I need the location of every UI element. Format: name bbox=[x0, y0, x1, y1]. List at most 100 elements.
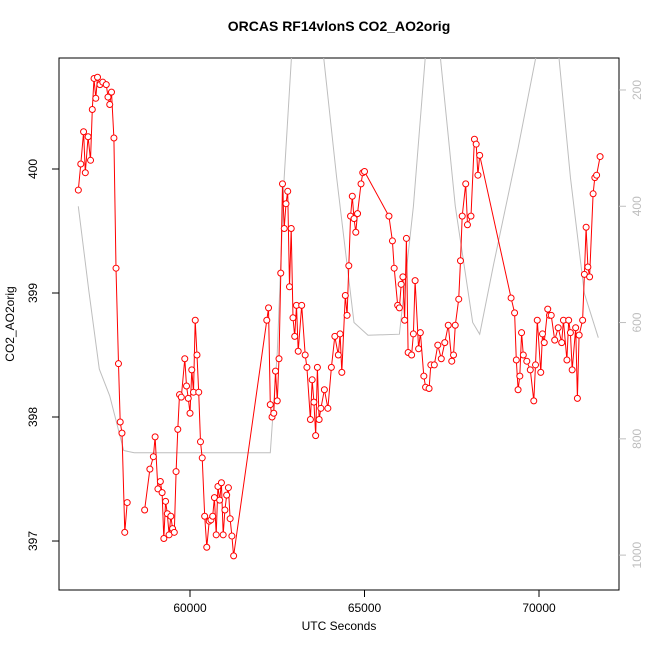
data-point bbox=[530, 397, 538, 405]
x-tick-label: 65000 bbox=[348, 601, 382, 615]
data-point bbox=[266, 401, 274, 409]
data-point bbox=[312, 432, 320, 440]
data-point bbox=[425, 384, 433, 392]
data-point bbox=[512, 356, 520, 364]
data-point bbox=[544, 305, 552, 313]
data-point bbox=[273, 397, 281, 405]
data-point bbox=[411, 277, 419, 285]
data-point bbox=[402, 234, 410, 242]
data-point bbox=[575, 331, 583, 339]
data-point bbox=[416, 329, 424, 337]
data-point bbox=[106, 101, 114, 109]
data-point bbox=[395, 304, 403, 312]
data-point bbox=[228, 532, 236, 540]
data-point bbox=[151, 433, 159, 441]
x-axis-label: UTC Seconds bbox=[302, 619, 377, 633]
data-point bbox=[230, 552, 238, 560]
data-point bbox=[201, 512, 209, 520]
data-point bbox=[420, 372, 428, 380]
data-point bbox=[385, 212, 393, 220]
data-point bbox=[74, 186, 82, 194]
data-point bbox=[118, 429, 126, 437]
data-point bbox=[141, 506, 149, 514]
data-point bbox=[212, 531, 220, 539]
y2-tick-label: 800 bbox=[630, 428, 644, 448]
data-point bbox=[593, 171, 601, 179]
data-point bbox=[388, 237, 396, 245]
data-point bbox=[112, 264, 120, 272]
y-tick-label: 397 bbox=[26, 531, 40, 551]
plot-frame bbox=[58, 57, 620, 591]
data-point bbox=[572, 324, 580, 332]
data-point bbox=[270, 409, 278, 417]
data-point bbox=[352, 228, 360, 236]
series-line bbox=[77, 77, 601, 556]
data-point bbox=[285, 283, 293, 291]
data-point bbox=[450, 351, 458, 359]
data-point bbox=[526, 366, 534, 374]
data-point bbox=[516, 372, 524, 380]
data-point bbox=[532, 361, 540, 369]
data-point bbox=[547, 311, 555, 319]
y-tick-label: 398 bbox=[26, 407, 40, 427]
plot-area bbox=[74, 58, 604, 560]
data-point bbox=[149, 453, 157, 461]
data-point bbox=[81, 169, 89, 177]
x-tick-label: 70000 bbox=[522, 601, 556, 615]
data-point bbox=[582, 223, 590, 231]
data-point bbox=[467, 212, 475, 220]
data-point bbox=[275, 355, 283, 363]
data-point bbox=[291, 332, 299, 340]
y2-tick-label: 600 bbox=[630, 312, 644, 332]
data-point bbox=[538, 330, 546, 338]
data-point bbox=[303, 363, 311, 371]
data-point bbox=[320, 386, 328, 394]
data-point bbox=[324, 404, 332, 412]
data-point bbox=[434, 341, 442, 349]
data-point bbox=[596, 153, 604, 161]
data-point bbox=[263, 316, 271, 324]
data-point bbox=[565, 316, 573, 324]
data-point bbox=[586, 273, 594, 281]
data-point bbox=[441, 339, 449, 347]
data-point bbox=[94, 73, 102, 81]
data-point bbox=[284, 187, 292, 195]
y-axis-label: CO2_AO2orig bbox=[3, 286, 17, 361]
data-point bbox=[198, 454, 206, 462]
data-point bbox=[289, 314, 297, 322]
data-point bbox=[566, 329, 574, 337]
data-point bbox=[158, 489, 166, 497]
data-point bbox=[430, 361, 438, 369]
data-point bbox=[183, 382, 191, 390]
data-point bbox=[114, 360, 122, 368]
data-point bbox=[162, 497, 170, 505]
data-point bbox=[476, 151, 484, 159]
data-point bbox=[415, 345, 423, 353]
data-point bbox=[277, 269, 285, 277]
data-point bbox=[146, 465, 154, 473]
data-point bbox=[350, 215, 358, 223]
y2-tick-label: 200 bbox=[630, 80, 644, 100]
data-point bbox=[92, 94, 100, 102]
data-point bbox=[397, 280, 405, 288]
data-point bbox=[104, 93, 112, 101]
y2-tick-label: 1000 bbox=[630, 541, 644, 568]
y-tick-label: 399 bbox=[26, 283, 40, 303]
data-point bbox=[474, 171, 482, 179]
data-point bbox=[523, 357, 531, 365]
data-point bbox=[306, 415, 314, 423]
data-point bbox=[568, 366, 576, 374]
data-point bbox=[511, 309, 519, 317]
data-point bbox=[217, 479, 225, 487]
data-point bbox=[191, 316, 199, 324]
data-point bbox=[184, 394, 192, 402]
data-point bbox=[558, 339, 566, 347]
data-point bbox=[540, 339, 548, 347]
data-point bbox=[170, 528, 178, 536]
data-point bbox=[437, 355, 445, 363]
data-point bbox=[455, 295, 463, 303]
data-point bbox=[209, 512, 217, 520]
data-point bbox=[181, 355, 189, 363]
data-point bbox=[308, 376, 316, 384]
data-point bbox=[448, 357, 456, 365]
